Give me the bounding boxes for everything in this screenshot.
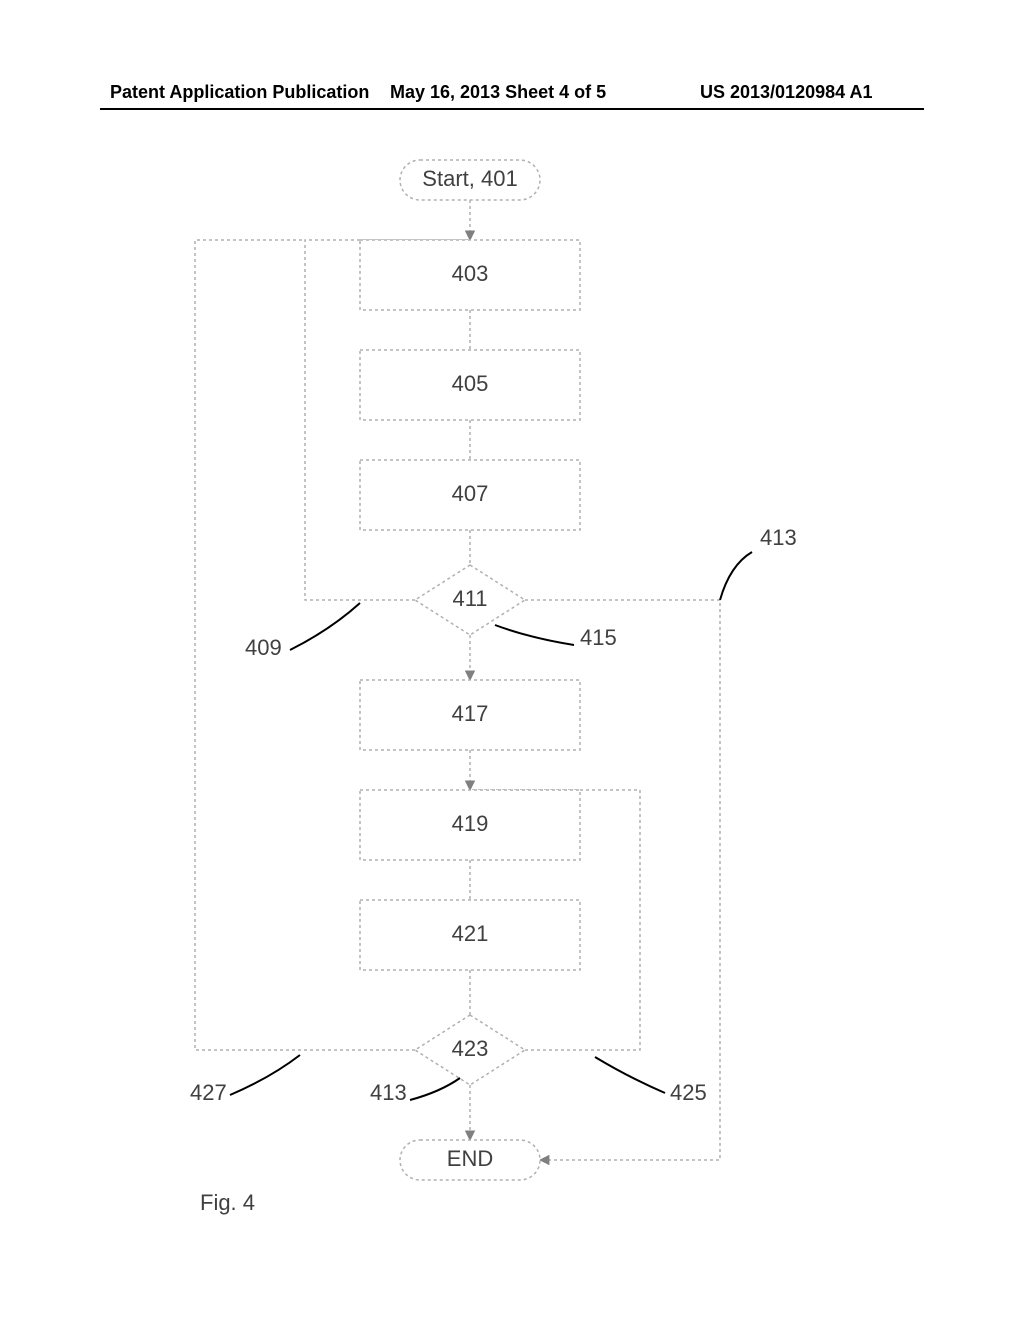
node-label-d423: 423	[452, 1036, 489, 1061]
node-label-p419: 419	[452, 811, 489, 836]
callout-label-409-1: 409	[245, 635, 282, 660]
node-label-start: Start, 401	[422, 166, 517, 191]
callout-label-425-5: 425	[670, 1080, 707, 1105]
node-start: Start, 401	[400, 160, 540, 200]
node-label-end: END	[447, 1146, 493, 1171]
node-d423: 423	[415, 1015, 525, 1085]
callout-label-415-2: 415	[580, 625, 617, 650]
node-label-p417: 417	[452, 701, 489, 726]
node-label-d411: 411	[452, 586, 487, 611]
callout-label-413-4: 413	[370, 1080, 407, 1105]
node-p405: 405	[360, 350, 580, 420]
node-p403: 403	[360, 240, 580, 310]
figure-label: Fig. 4	[200, 1190, 255, 1216]
callout-leader-415-2	[495, 625, 574, 645]
node-label-p403: 403	[452, 261, 489, 286]
node-label-p421: 421	[452, 921, 489, 946]
node-p419: 419	[360, 790, 580, 860]
callout-label-413-0: 413	[760, 525, 797, 550]
node-p407: 407	[360, 460, 580, 530]
node-d411: 411	[415, 565, 525, 635]
callout-leader-425-5	[595, 1057, 665, 1093]
callout-leader-409-1	[290, 603, 360, 650]
node-p417: 417	[360, 680, 580, 750]
flowchart-canvas: Start, 401 403 405 407 411 417 419 421 423 END 413…	[0, 0, 1024, 1320]
node-label-p405: 405	[452, 371, 489, 396]
node-p421: 421	[360, 900, 580, 970]
node-label-p407: 407	[452, 481, 489, 506]
callout-leader-413-4	[410, 1078, 460, 1100]
callout-leader-413-0	[720, 552, 752, 600]
node-end: END	[400, 1140, 540, 1180]
callout-label-427-3: 427	[190, 1080, 227, 1105]
callout-leader-427-3	[230, 1055, 300, 1095]
page: Patent Application Publication May 16, 2…	[0, 0, 1024, 1320]
